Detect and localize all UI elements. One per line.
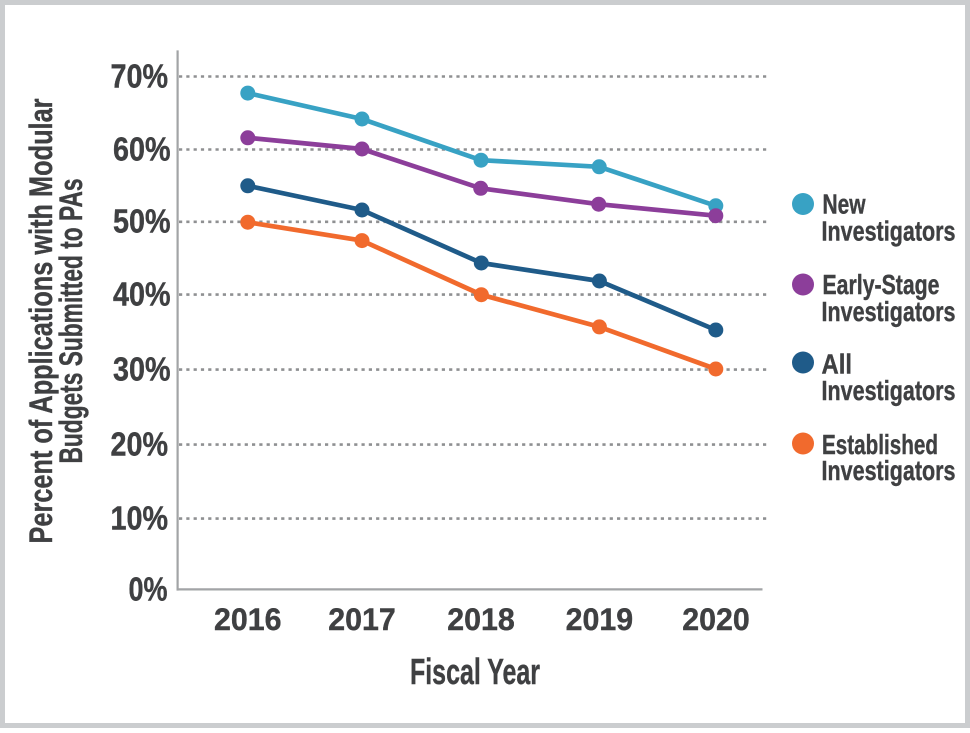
svg-text:60%: 60%	[113, 130, 171, 167]
svg-text:Investigators: Investigators	[822, 375, 956, 406]
svg-text:2019: 2019	[566, 601, 634, 637]
svg-text:Percent of Applications with M: Percent of Applications with Modular	[23, 99, 59, 544]
svg-text:30%: 30%	[113, 350, 171, 387]
svg-text:Fiscal Year: Fiscal Year	[410, 651, 540, 692]
svg-text:Investigators: Investigators	[822, 296, 956, 327]
svg-text:Early-Stage: Early-Stage	[823, 269, 940, 300]
svg-text:Investigators: Investigators	[822, 216, 956, 247]
svg-text:2018: 2018	[447, 601, 515, 637]
svg-text:20%: 20%	[111, 425, 169, 462]
svg-text:40%: 40%	[113, 275, 171, 312]
svg-text:Investigators: Investigators	[822, 455, 956, 486]
svg-text:10%: 10%	[111, 499, 169, 536]
svg-text:2020: 2020	[682, 601, 750, 637]
svg-text:2016: 2016	[214, 601, 282, 637]
svg-text:0%: 0%	[129, 570, 168, 607]
svg-text:Established: Established	[822, 429, 938, 460]
svg-text:New: New	[823, 189, 866, 220]
svg-text:50%: 50%	[113, 203, 171, 240]
svg-text:Budgets Submitted to PAs: Budgets Submitted to PAs	[53, 179, 89, 464]
svg-text:All: All	[822, 349, 853, 380]
svg-text:70%: 70%	[111, 57, 169, 94]
svg-text:2017: 2017	[328, 601, 396, 637]
